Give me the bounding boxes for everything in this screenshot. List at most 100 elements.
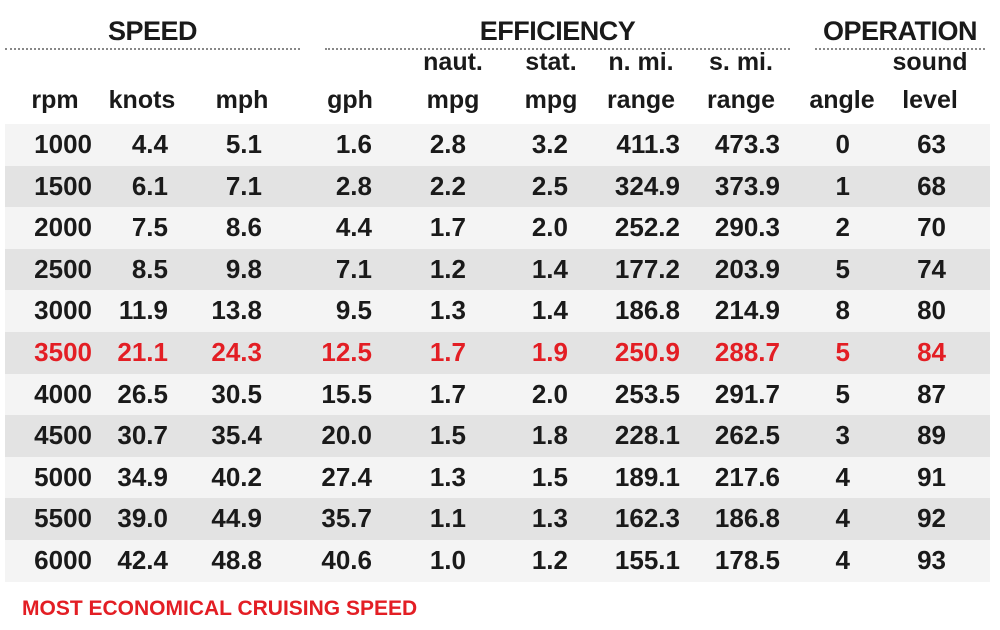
column-header: s. mi. — [709, 48, 773, 76]
column-header: rpm — [31, 86, 79, 114]
table-cell: 8.5 — [131, 253, 168, 284]
column-header: angle — [809, 86, 875, 114]
table-cell: 189.1 — [614, 461, 680, 492]
table-cell: 26.5 — [117, 378, 168, 409]
table-cell: 3.2 — [531, 129, 568, 159]
table-cell: 11.9 — [118, 295, 168, 326]
table-cell: 4000 — [34, 378, 92, 409]
table-cell: 5500 — [34, 503, 92, 534]
group-title: SPEED — [5, 14, 300, 50]
table-cell: 84 — [917, 337, 946, 367]
table-cell: 1.5 — [429, 420, 466, 451]
table-cell: 1.2 — [429, 253, 466, 284]
table-cell: 1 — [835, 170, 850, 201]
table-cell: 2500 — [34, 253, 92, 284]
table-row: 2500 8.5 9.8 7.1 1.2 1.4 177.2 203.9 5 74 — [5, 248, 990, 291]
table-cell: 9.8 — [225, 253, 262, 284]
table-cell: 70 — [917, 212, 946, 243]
table-cell: 93 — [917, 545, 946, 575]
table-cell: 5 — [835, 378, 850, 409]
table-cell: 4 — [835, 461, 850, 492]
table-cell: 2.5 — [531, 170, 568, 201]
column-header: gph — [327, 86, 373, 114]
table-cell: 3000 — [34, 295, 92, 326]
table-cell: 21.1 — [117, 337, 168, 367]
table-row: 4500 30.7 35.4 20.0 1.5 1.8 228.1 262.5 3 89 — [5, 415, 990, 457]
table-cell: 4 — [835, 545, 850, 575]
table-cell: 1000 — [34, 129, 92, 159]
table-cell: 1.4 — [531, 253, 568, 284]
table-cell: 2.2 — [429, 170, 466, 201]
group-title: OPERATION — [815, 14, 985, 50]
table-cell: 324.9 — [614, 170, 680, 201]
table-cell: 5 — [835, 253, 850, 284]
table-cell: 13.8 — [211, 295, 262, 326]
table-cell: 30.5 — [211, 378, 262, 409]
table-cell: 48.8 — [211, 545, 262, 575]
table-cell: 186.8 — [614, 295, 680, 326]
column-header: stat. — [525, 48, 577, 76]
table-cell: 2.0 — [531, 212, 568, 243]
table-cell: 373.9 — [714, 170, 780, 201]
table-cell: 68 — [917, 170, 946, 201]
table-cell: 40.6 — [321, 545, 372, 575]
table-cell: 1.1 — [429, 503, 466, 534]
table-cell: 6000 — [34, 545, 92, 575]
column-header: range — [606, 86, 676, 114]
table-cell: 217.6 — [714, 461, 780, 492]
table-cell: 7.1 — [225, 170, 262, 201]
table-cell: 1.7 — [429, 378, 466, 409]
column-header: n. mi. — [608, 48, 674, 76]
table-cell: 1.8 — [531, 420, 568, 451]
table-cell: 228.1 — [614, 420, 680, 451]
table-cell: 8 — [835, 295, 850, 326]
table-cell: 1.0 — [429, 545, 466, 575]
table-row: 5500 39.0 44.9 35.7 1.1 1.3 162.3 186.8 4 92 — [5, 498, 990, 540]
table-cell: 214.9 — [714, 295, 780, 326]
table-cell: 177.2 — [614, 253, 680, 284]
table-cell: 4.4 — [131, 129, 168, 159]
table-cell: 4.4 — [335, 212, 372, 243]
table-row: 3500 21.1 24.3 12.5 1.7 1.9 250.9 288.7 5 84 — [5, 332, 990, 374]
table-row: 2000 7.5 8.6 4.4 1.7 2.0 252.2 290.3 2 70 — [5, 207, 990, 249]
column-header: knots — [108, 86, 176, 114]
table-cell: 162.3 — [614, 503, 680, 534]
table-row: 5000 34.9 40.2 27.4 1.3 1.5 189.1 217.6 4 91 — [5, 456, 990, 499]
table-cell: 89 — [917, 420, 946, 451]
table-cell: 2000 — [34, 212, 92, 243]
table-cell: 44.9 — [211, 503, 262, 534]
table-row: 1000 4.4 5.1 1.6 2.8 3.2 411.3 473.3 0 63 — [5, 124, 990, 166]
table-cell: 186.8 — [714, 503, 780, 534]
table-cell: 178.5 — [714, 545, 780, 575]
table-cell: 1.3 — [429, 461, 466, 492]
group-title: EFFICIENCY — [325, 14, 790, 50]
table-cell: 1.7 — [429, 337, 466, 367]
column-header: mpg — [524, 86, 578, 114]
table-cell: 7.5 — [131, 212, 168, 243]
table-cell: 9.5 — [335, 295, 372, 326]
column-header: mpg — [426, 86, 480, 114]
table-cell: 262.5 — [714, 420, 780, 451]
table-cell: 42.4 — [117, 545, 168, 575]
table-cell: 3 — [835, 420, 850, 451]
table-cell: 80 — [917, 295, 946, 326]
table-cell: 1.9 — [531, 337, 568, 367]
table-cell: 252.2 — [614, 212, 680, 243]
table-cell: 6.1 — [131, 170, 168, 201]
table-cell: 74 — [917, 253, 946, 284]
table-cell: 92 — [917, 503, 946, 534]
table-cell: 4500 — [34, 420, 92, 451]
table-cell: 1.3 — [531, 503, 568, 534]
table-row: 3000 11.9 13.8 9.5 1.3 1.4 186.8 214.9 8 80 — [5, 290, 990, 332]
table-cell: 291.7 — [714, 378, 780, 409]
table-row: 4000 26.5 30.5 15.5 1.7 2.0 253.5 291.7 5 87 — [5, 373, 990, 416]
table-cell: 2 — [835, 212, 850, 243]
column-header: naut. — [423, 48, 483, 76]
table-cell: 290.3 — [714, 212, 780, 243]
table-cell: 250.9 — [614, 337, 680, 367]
table-cell: 35.4 — [211, 420, 262, 451]
table-cell: 1.6 — [335, 129, 372, 159]
table-cell: 39.0 — [117, 503, 168, 534]
table-cell: 27.4 — [321, 461, 372, 492]
table-cell: 2.8 — [429, 129, 466, 159]
